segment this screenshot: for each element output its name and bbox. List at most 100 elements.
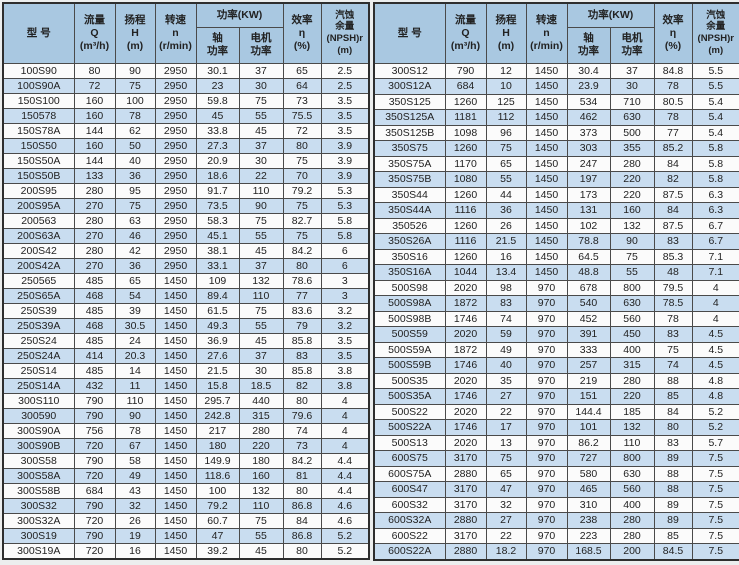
value-cell: 540: [566, 295, 611, 312]
value-cell: 77: [653, 124, 693, 141]
value-cell: 220: [609, 388, 655, 405]
value-cell: 2950: [154, 212, 197, 229]
value-cell: 1450: [154, 347, 197, 364]
value-cell: 2950: [154, 197, 197, 214]
value-cell: 3.9: [320, 152, 370, 169]
value-cell: 15.8: [195, 377, 240, 394]
value-cell: 1450: [154, 362, 197, 379]
value-cell: 1450: [154, 302, 197, 319]
value-cell: 73: [282, 92, 322, 109]
value-cell: 24: [114, 332, 156, 349]
value-cell: 800: [609, 279, 655, 296]
value-cell: 70: [282, 167, 322, 184]
value-cell: 79.6: [282, 407, 322, 424]
value-cell: 75: [609, 248, 655, 265]
value-cell: 65: [114, 272, 156, 289]
value-cell: 110: [238, 497, 284, 514]
value-cell: 83: [282, 347, 322, 364]
value-cell: 83: [485, 295, 527, 312]
value-cell: 373: [566, 124, 611, 141]
value-cell: 45: [238, 332, 284, 349]
value-cell: 270: [73, 227, 116, 244]
value-cell: 21.5: [485, 233, 527, 250]
value-cell: 83: [653, 233, 693, 250]
value-cell: 10: [485, 78, 527, 95]
value-cell: 970: [525, 326, 568, 343]
col-header-power: 功率(KW): [195, 2, 284, 28]
model-cell: 600S75: [373, 450, 446, 467]
value-cell: 1872: [444, 295, 487, 312]
value-cell: 118.6: [195, 467, 240, 484]
value-cell: 2880: [444, 512, 487, 529]
value-cell: 1260: [444, 93, 487, 110]
value-cell: 84.8: [653, 62, 693, 79]
value-cell: 1450: [525, 62, 568, 79]
value-cell: 78.6: [282, 272, 322, 289]
value-cell: 1450: [525, 124, 568, 141]
table-row: 250S39A 468 30.5 1450 49.3 55 79 3.2: [2, 317, 370, 334]
value-cell: 5.8: [320, 212, 370, 229]
value-cell: 4.6: [320, 497, 370, 514]
value-cell: 84: [282, 512, 322, 529]
model-cell: 600S22: [373, 527, 446, 544]
value-cell: 2950: [154, 62, 197, 79]
value-cell: 78: [114, 422, 156, 439]
value-cell: 83: [653, 326, 693, 343]
value-cell: 149.9: [195, 452, 240, 469]
value-cell: 61.5: [195, 302, 240, 319]
value-cell: 450: [609, 326, 655, 343]
value-cell: 80: [282, 257, 322, 274]
value-cell: 684: [73, 482, 116, 499]
table-row: 350S125A 1181 112 1450 462 630 78 5.4: [373, 109, 739, 126]
table-row: 600S75 3170 75 970 727 800 89 7.5: [373, 450, 739, 467]
value-cell: 720: [73, 467, 116, 484]
value-cell: 4.5: [691, 357, 739, 374]
value-cell: 75: [485, 450, 527, 467]
value-cell: 3170: [444, 450, 487, 467]
value-cell: 75: [282, 197, 322, 214]
model-cell: 350S125: [373, 93, 446, 110]
value-cell: 217: [195, 422, 240, 439]
value-cell: 4.5: [691, 326, 739, 343]
value-cell: 2.5: [320, 62, 370, 79]
model-cell: 500S59B: [373, 357, 446, 374]
value-cell: 1450: [154, 497, 197, 514]
col-header-npsh: 汽蚀 余量 (NPSH)r (m): [691, 2, 739, 64]
value-cell: 132: [238, 272, 284, 289]
value-cell: 16: [485, 248, 527, 265]
table-row: 600S32A 2880 27 970 238 280 89 7.5: [373, 512, 739, 529]
value-cell: 280: [609, 512, 655, 529]
value-cell: 82.7: [282, 212, 322, 229]
value-cell: 110: [609, 434, 655, 451]
model-cell: 200563: [2, 212, 75, 229]
value-cell: 180: [195, 437, 240, 454]
value-cell: 3.5: [320, 332, 370, 349]
value-cell: 39.2: [195, 542, 240, 559]
value-cell: 2950: [154, 257, 197, 274]
model-cell: 150578: [2, 107, 75, 124]
value-cell: 151: [566, 388, 611, 405]
value-cell: 242.8: [195, 407, 240, 424]
model-cell: 600S22A: [373, 543, 446, 560]
model-cell: 150S50: [2, 137, 75, 154]
value-cell: 315: [609, 357, 655, 374]
value-cell: 560: [609, 310, 655, 327]
model-cell: 150S100: [2, 92, 75, 109]
col-header-model: 型 号: [2, 2, 75, 64]
model-cell: 500S22: [373, 403, 446, 420]
value-cell: 4.8: [691, 372, 739, 389]
value-cell: 2950: [154, 182, 197, 199]
col-header-model: 型 号: [373, 2, 446, 64]
value-cell: 295.7: [195, 392, 240, 409]
value-cell: 55: [238, 317, 284, 334]
value-cell: 39: [114, 302, 156, 319]
value-cell: 1181: [444, 109, 487, 126]
value-cell: 6.7: [691, 233, 739, 250]
model-cell: 500S35A: [373, 388, 446, 405]
value-cell: 970: [525, 341, 568, 358]
value-cell: 82: [653, 171, 693, 188]
value-cell: 74: [653, 357, 693, 374]
value-cell: 32: [485, 496, 527, 513]
value-cell: 4.8: [691, 388, 739, 405]
table-row: 200S42 280 42 2950 38.1 45 84.2 6: [2, 242, 370, 259]
